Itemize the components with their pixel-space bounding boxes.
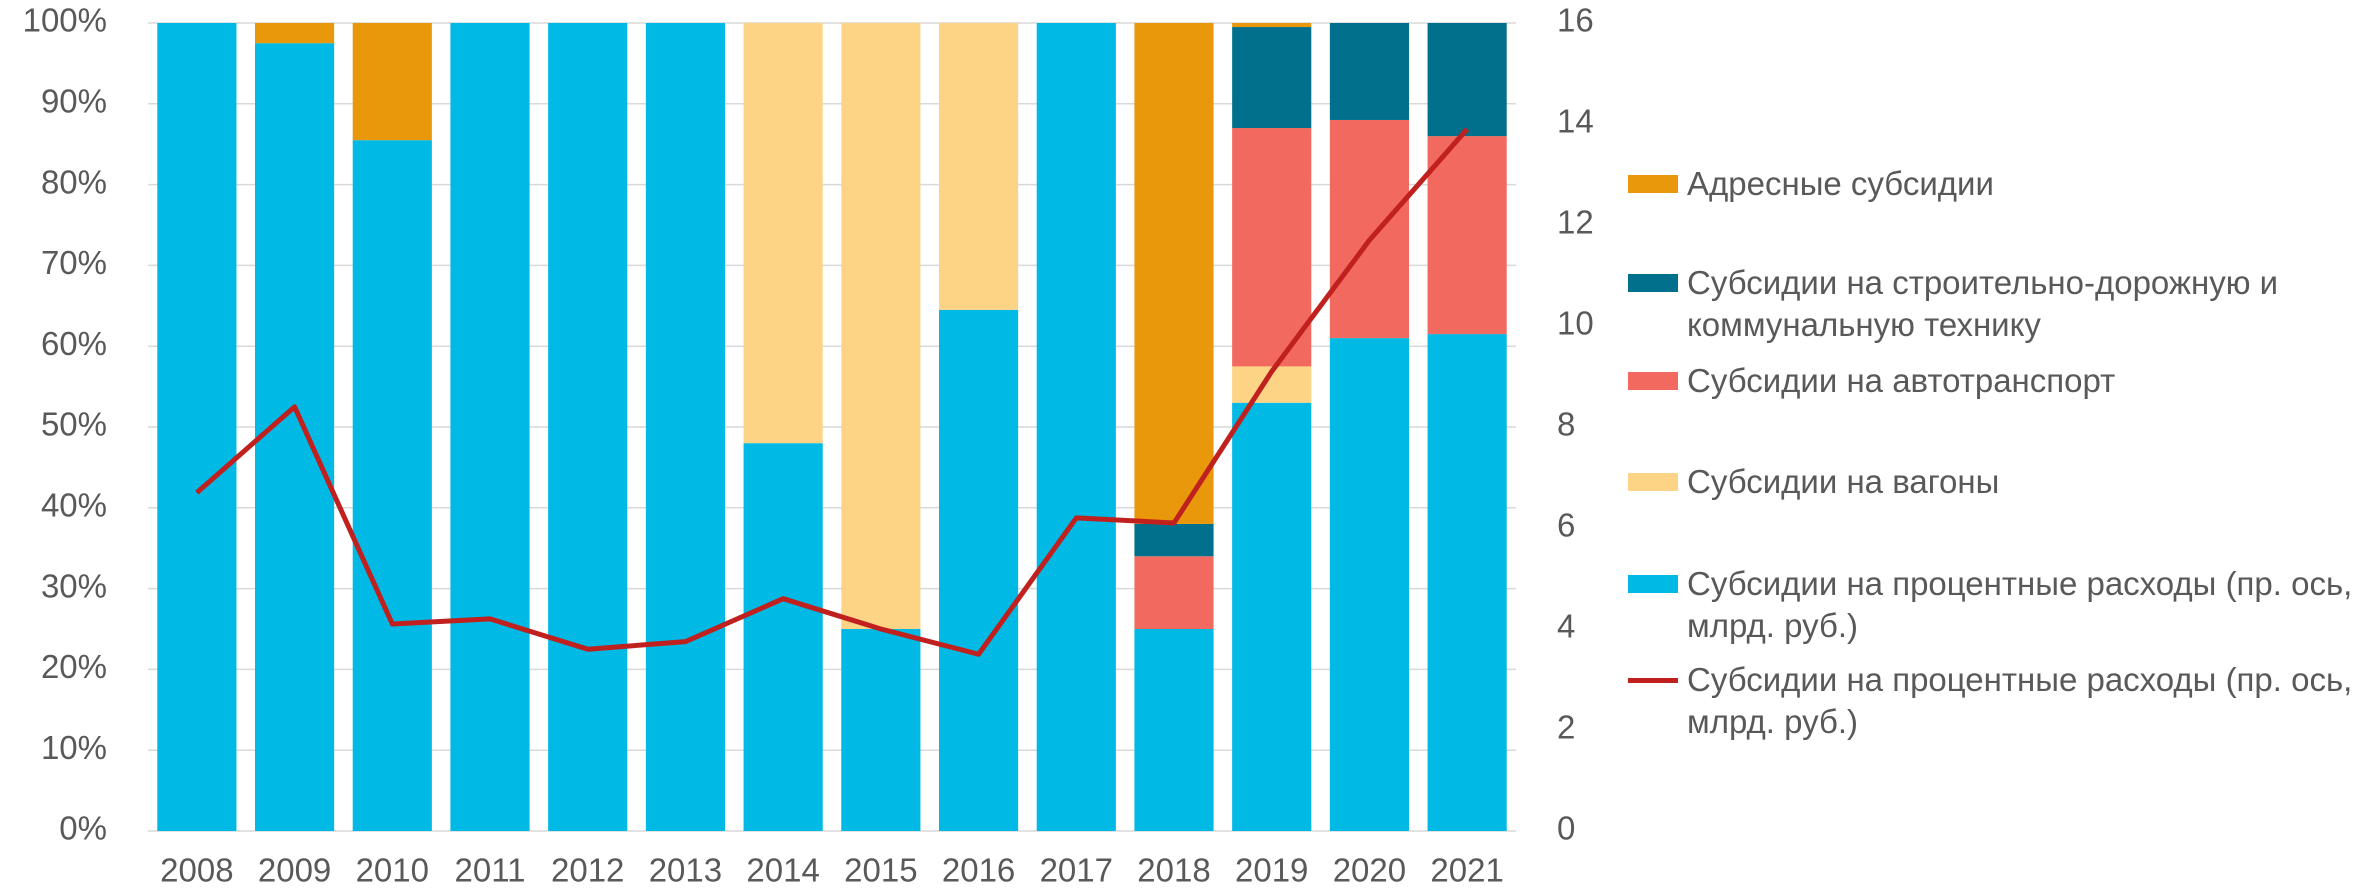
bar-segment [938, 23, 1019, 310]
bar-segment [1036, 23, 1116, 831]
bar-segment [938, 309, 1019, 832]
x-tick-label: 2017 [1040, 852, 1113, 889]
x-tick-label: 2021 [1430, 852, 1503, 889]
bar-segment [1134, 629, 1214, 831]
x-tick-label: 2013 [649, 852, 722, 889]
bar-segment [1427, 136, 1507, 335]
y-tick-label: 40% [41, 487, 107, 524]
legend-item: Субсидии на процентные расходы (пр. ось,… [1628, 563, 2368, 647]
bar-segment [743, 443, 823, 831]
bar-segment [1232, 402, 1312, 831]
bar-segment [352, 140, 432, 831]
bar-segment [254, 23, 335, 44]
legend-label: Субсидии на процентные расходы (пр. ось,… [1687, 565, 2353, 644]
x-tick-label: 2020 [1333, 852, 1406, 889]
x-tick-label: 2008 [160, 852, 233, 889]
y2-tick-label: 6 [1557, 507, 1575, 544]
bar-segment [157, 23, 237, 831]
x-tick-label: 2014 [746, 852, 819, 889]
legend-label: Субсидии на вагоны [1687, 463, 2000, 500]
y2-tick-label: 0 [1557, 810, 1575, 847]
x-tick-label: 2010 [356, 852, 429, 889]
legend-item: Субсидии на процентные расходы (пр. ось,… [1628, 659, 2368, 743]
legend-item: Субсидии на строительно-дорожную и комму… [1628, 262, 2368, 346]
bar-segment [1329, 23, 1410, 120]
bar-segment [1427, 23, 1507, 137]
y2-tick-label: 8 [1557, 406, 1575, 443]
y2-tick-label: 10 [1557, 305, 1594, 342]
bar-segment [254, 43, 335, 831]
legend-swatch [1628, 274, 1678, 292]
x-tick-label: 2012 [551, 852, 624, 889]
y-tick-label: 0% [59, 810, 107, 847]
y-tick-label: 20% [41, 648, 107, 685]
x-tick-label: 2018 [1137, 852, 1210, 889]
legend-label: Субсидии на строительно-дорожную и комму… [1687, 264, 2279, 343]
bar-segment [450, 23, 530, 831]
y-tick-label: 50% [41, 406, 107, 443]
bar-segment [548, 23, 628, 831]
legend-item: Адресные субсидии [1628, 163, 2368, 205]
bar-segment [1134, 23, 1214, 524]
bar-segment [1232, 27, 1312, 129]
y-tick-label: 30% [41, 567, 107, 604]
y2-tick-label: 4 [1557, 608, 1575, 645]
legend-item: Субсидии на автотранспорт [1628, 360, 2368, 402]
y-tick-label: 80% [41, 163, 107, 200]
legend-swatch [1628, 473, 1678, 491]
bar-segment [1232, 23, 1312, 28]
bar-segment [841, 629, 921, 831]
y-tick-label: 60% [41, 325, 107, 362]
y2-tick-label: 16 [1557, 2, 1594, 39]
bar-segment [841, 23, 921, 629]
bar-segment [645, 23, 726, 831]
legend-item: Субсидии на вагоны [1628, 461, 2368, 503]
x-tick-label: 2009 [258, 852, 331, 889]
legend-swatch [1628, 575, 1678, 593]
legend-swatch [1628, 372, 1678, 390]
bar-segment [743, 23, 823, 444]
bar-segment [1232, 128, 1312, 367]
x-tick-label: 2015 [844, 852, 917, 889]
y2-tick-label: 2 [1557, 709, 1575, 746]
y-tick-label: 10% [41, 729, 107, 766]
y-tick-label: 100% [23, 2, 107, 39]
bar-segment [1427, 334, 1507, 831]
bar-segment [1134, 523, 1214, 557]
bar-segment [1134, 556, 1214, 629]
x-tick-label: 2019 [1235, 852, 1308, 889]
bar-segment [1329, 338, 1410, 831]
x-tick-label: 2016 [942, 852, 1015, 889]
legend-label: Субсидии на автотранспорт [1687, 362, 2116, 399]
y-tick-label: 70% [41, 244, 107, 281]
legend-swatch [1628, 678, 1678, 683]
bar-segment [352, 23, 432, 141]
legend-swatch [1628, 175, 1678, 193]
y2-tick-label: 12 [1557, 204, 1594, 241]
bar-segment [1329, 119, 1410, 339]
legend-label: Субсидии на процентные расходы (пр. ось,… [1687, 661, 2353, 740]
y-tick-label: 90% [41, 83, 107, 120]
line-series [195, 127, 1470, 657]
x-tick-label: 2011 [455, 852, 526, 889]
legend-label: Адресные субсидии [1687, 165, 1994, 202]
y2-tick-label: 14 [1557, 103, 1594, 140]
